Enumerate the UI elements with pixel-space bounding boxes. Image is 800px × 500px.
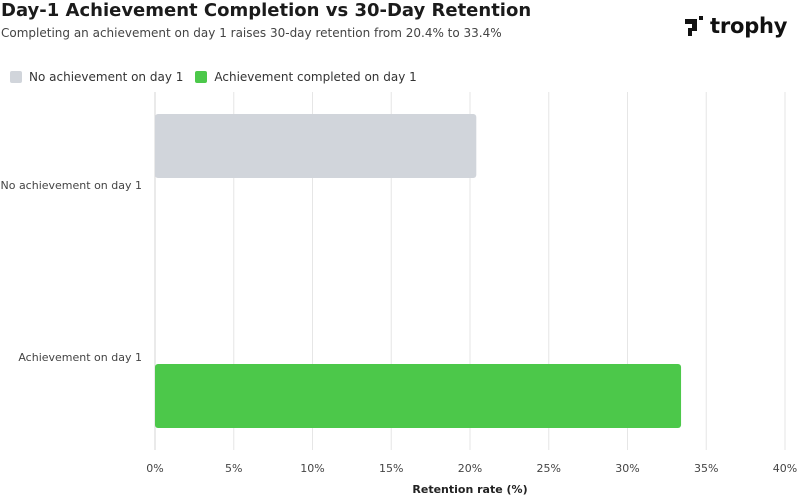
x-tick-label-25: 25%	[537, 462, 561, 475]
x-tick-label-10: 10%	[300, 462, 324, 475]
x-tick-label-5: 5%	[225, 462, 242, 475]
legend-swatch-no-achievement	[10, 71, 22, 83]
category-label-achievement: Achievement on day 1	[18, 351, 142, 364]
bar-no-achievement	[155, 114, 477, 178]
x-tick-label-40: 40%	[773, 462, 797, 475]
trophy-logo: trophy	[685, 12, 787, 40]
logo-text: trophy	[710, 13, 788, 38]
x-axis-title: Retention rate (%)	[412, 483, 527, 496]
legend-swatch-achievement	[195, 71, 208, 83]
x-tick-label-0: 0%	[146, 462, 163, 475]
trophy-mark-icon	[685, 16, 703, 36]
chart-title: Day-1 Achievement Completion vs 30-Day R…	[1, 0, 532, 21]
legend: No achievement on day 1 Achievement comp…	[10, 70, 429, 84]
legend-label-achievement: Achievement completed on day 1	[214, 70, 417, 84]
legend-item-no-achievement: No achievement on day 1	[10, 70, 183, 84]
category-label-no-achievement: No achievement on day 1	[0, 179, 142, 192]
x-tick-label-35: 35%	[694, 462, 718, 475]
legend-item-achievement: Achievement completed on day 1	[195, 70, 417, 84]
legend-label-no-achievement: No achievement on day 1	[29, 70, 184, 84]
bar-achievement	[155, 364, 682, 428]
chart-subtitle: Completing an achievement on day 1 raise…	[1, 26, 502, 40]
x-tick-label-20: 20%	[458, 462, 482, 475]
x-tick-label-30: 30%	[615, 462, 639, 475]
x-tick-label-15: 15%	[379, 462, 403, 475]
